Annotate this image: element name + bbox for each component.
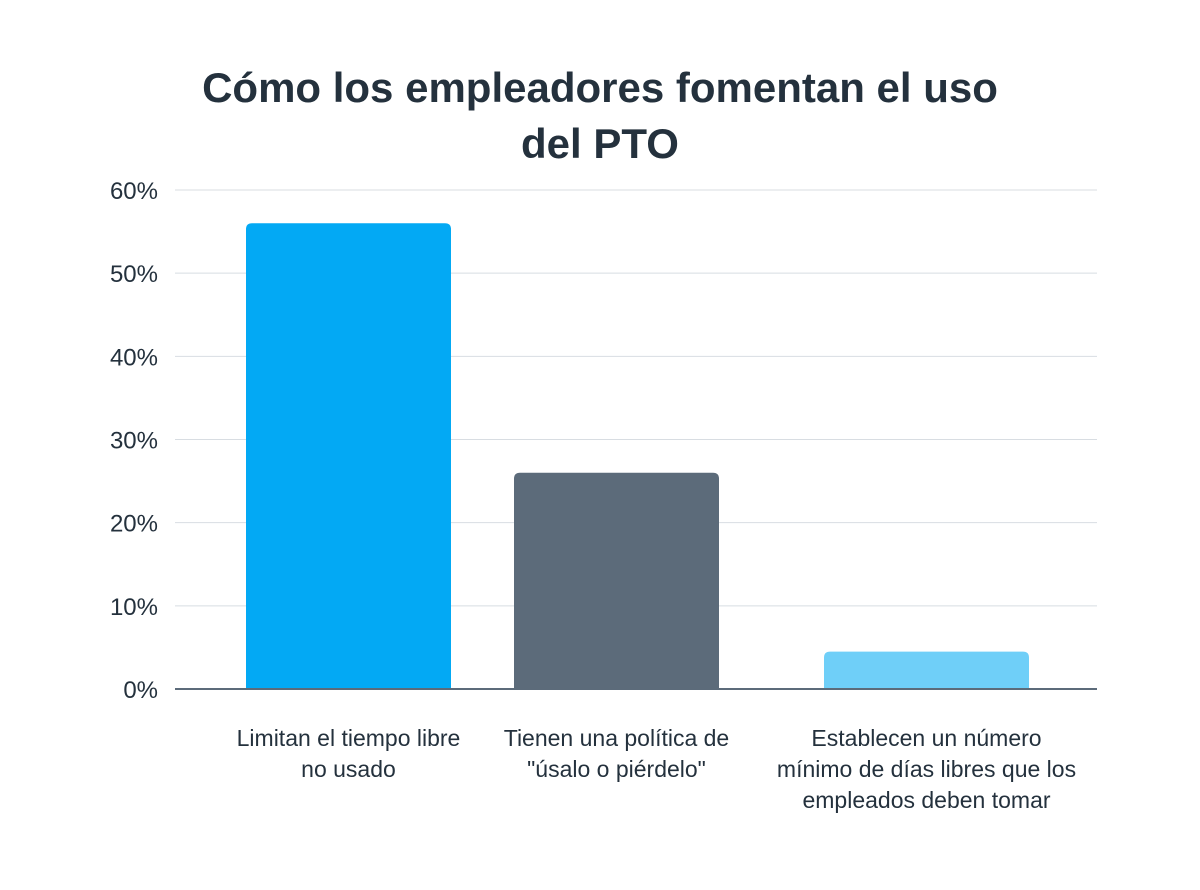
category-label-limitan: Limitan el tiempo libre no usado [236, 725, 461, 782]
y-tick-label: 40% [110, 344, 158, 371]
y-tick-label: 0% [123, 677, 158, 704]
y-tick-label: 50% [110, 261, 158, 288]
y-tick-label: 10% [110, 594, 158, 621]
bar-2 [824, 651, 1029, 689]
bar-1 [514, 472, 719, 689]
bars [246, 223, 1029, 689]
y-tick-label: 60% [110, 178, 158, 205]
chart-title: Cómo los empleadores fomentan el uso del… [100, 60, 1100, 172]
category-label-politica: Tienen una política de "úsalo o piérdelo… [503, 725, 730, 782]
category-label-minimo-dias: Establecen un número mínimo de días libr… [776, 725, 1077, 813]
y-tick-label: 20% [110, 511, 158, 538]
chart-title-line-1: Cómo los empleadores fomentan el uso [202, 64, 998, 111]
chart-title-line-2: del PTO [521, 120, 679, 167]
y-tick-label: 30% [110, 428, 158, 455]
bar-0 [246, 223, 451, 689]
y-tick-labels: 0% 10% 20% 30% 40% 50% 60% [110, 178, 158, 704]
